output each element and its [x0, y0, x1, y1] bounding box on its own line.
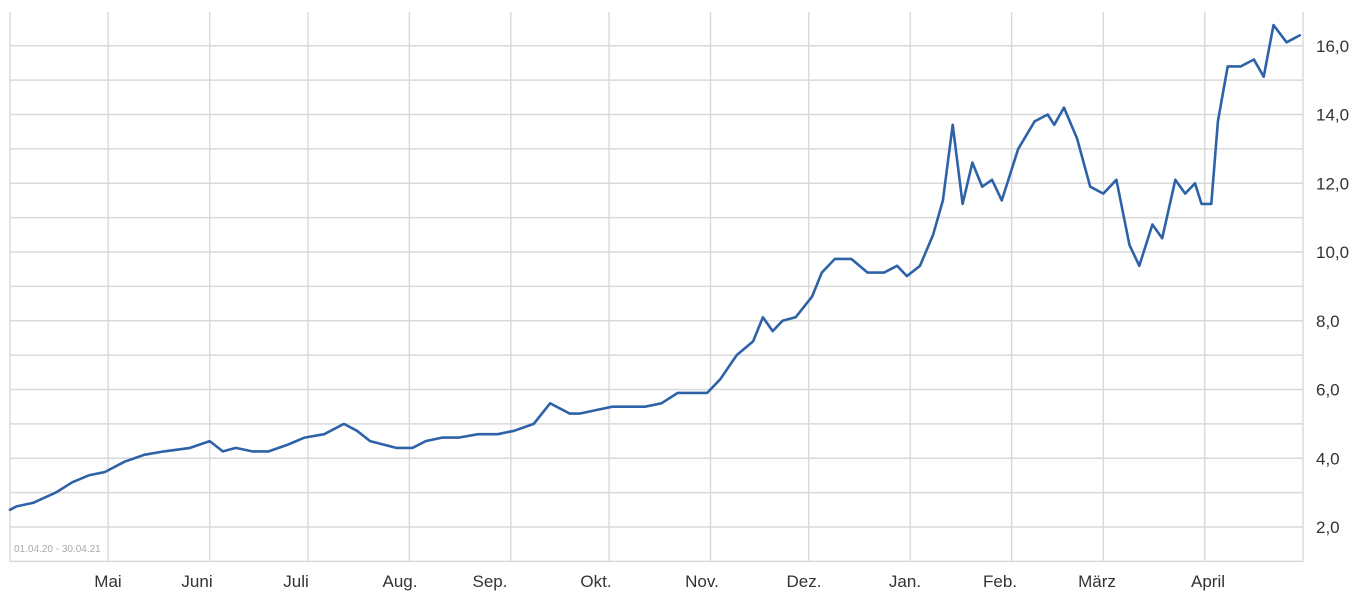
- y-tick-label: 4,0: [1316, 449, 1340, 468]
- y-tick-label: 8,0: [1316, 312, 1340, 331]
- y-tick-label: 2,0: [1316, 518, 1340, 537]
- x-tick-label: Jan.: [889, 572, 921, 591]
- x-tick-label: Nov.: [685, 572, 719, 591]
- chart-grid: [9, 12, 1304, 563]
- y-tick-label: 16,0: [1316, 37, 1349, 56]
- x-tick-label: Juli: [283, 572, 309, 591]
- x-tick-label: März: [1078, 572, 1116, 591]
- y-tick-label: 14,0: [1316, 106, 1349, 125]
- x-tick-label: April: [1191, 572, 1225, 591]
- y-tick-label: 6,0: [1316, 381, 1340, 400]
- x-tick-label: Aug.: [383, 572, 418, 591]
- x-tick-label: Juni: [181, 572, 212, 591]
- x-tick-label: Okt.: [580, 572, 611, 591]
- y-axis-tick-labels: 2,0 4,0 6,0 8,0 10,0 12,0 14,0 16,0: [1316, 37, 1349, 537]
- series-line: [8, 23, 1301, 512]
- x-axis-tick-labels: Mai Juni Juli Aug. Sep. Okt. Nov. Dez. Jan. Feb. M…: [94, 572, 1225, 591]
- x-tick-label: Feb.: [983, 572, 1017, 591]
- date-range-label: 01.04.20 - 30.04.21: [14, 544, 101, 555]
- y-tick-label: 12,0: [1316, 174, 1349, 193]
- x-tick-label: Dez.: [787, 572, 822, 591]
- x-tick-label: Mai: [94, 572, 121, 591]
- x-tick-label: Sep.: [473, 572, 508, 591]
- y-tick-label: 10,0: [1316, 243, 1349, 262]
